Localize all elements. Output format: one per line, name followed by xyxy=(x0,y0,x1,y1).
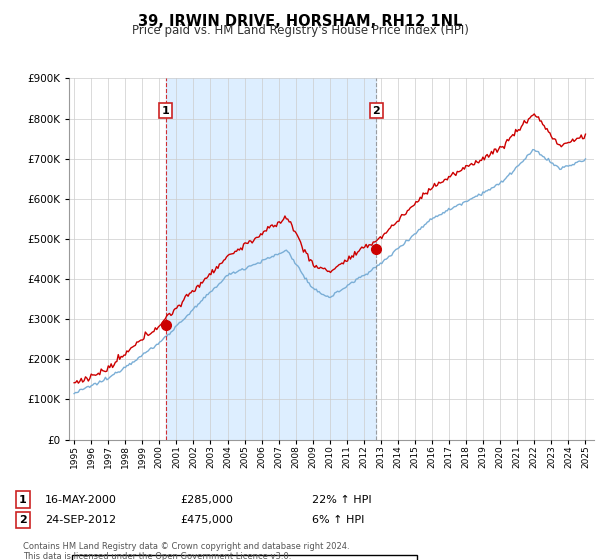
Text: Contains HM Land Registry data © Crown copyright and database right 2024.
This d: Contains HM Land Registry data © Crown c… xyxy=(23,542,349,560)
Legend: 39, IRWIN DRIVE, HORSHAM, RH12 1NL (detached house), HPI: Average price, detache: 39, IRWIN DRIVE, HORSHAM, RH12 1NL (deta… xyxy=(71,555,417,560)
Text: 2: 2 xyxy=(373,105,380,115)
Text: 6% ↑ HPI: 6% ↑ HPI xyxy=(312,515,364,525)
Text: 2: 2 xyxy=(19,515,26,525)
Text: 24-SEP-2012: 24-SEP-2012 xyxy=(45,515,116,525)
Text: 1: 1 xyxy=(162,105,170,115)
Text: 39, IRWIN DRIVE, HORSHAM, RH12 1NL: 39, IRWIN DRIVE, HORSHAM, RH12 1NL xyxy=(138,14,462,29)
Text: 16-MAY-2000: 16-MAY-2000 xyxy=(45,494,117,505)
Text: £285,000: £285,000 xyxy=(180,494,233,505)
Text: Price paid vs. HM Land Registry's House Price Index (HPI): Price paid vs. HM Land Registry's House … xyxy=(131,24,469,37)
Text: £475,000: £475,000 xyxy=(180,515,233,525)
Text: 22% ↑ HPI: 22% ↑ HPI xyxy=(312,494,371,505)
Bar xyxy=(166,78,376,440)
Text: 1: 1 xyxy=(19,494,26,505)
